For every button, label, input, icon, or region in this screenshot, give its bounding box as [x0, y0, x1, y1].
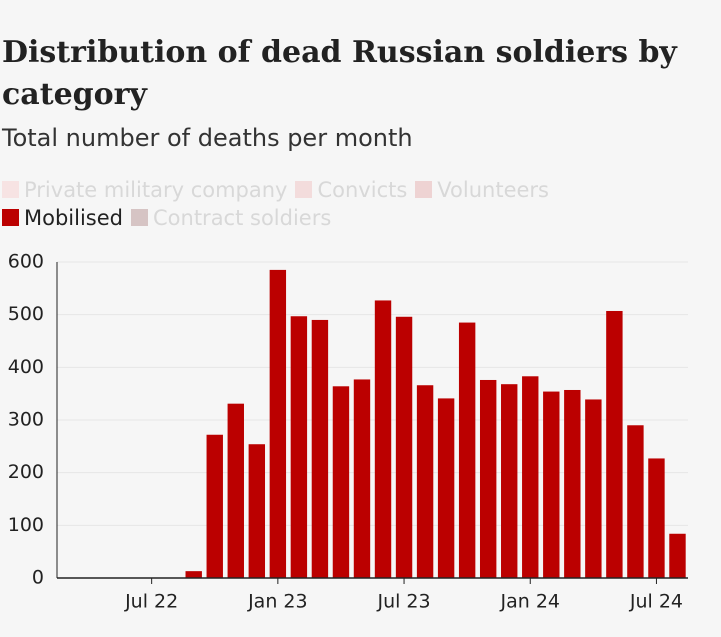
bar — [332, 386, 350, 578]
legend-swatch — [295, 181, 313, 198]
bar — [648, 458, 665, 578]
y-tick-label: 500 — [8, 303, 44, 325]
legend-label: Private military company — [24, 178, 288, 202]
bar — [627, 425, 644, 578]
legend-item: Volunteers — [415, 176, 549, 204]
bar — [437, 398, 455, 578]
legend-swatch — [2, 181, 19, 198]
x-tick-label: Jul 23 — [376, 591, 430, 613]
bar — [269, 269, 287, 578]
legend-item: Convicts — [295, 176, 407, 204]
chart-subtitle: Total number of deaths per month — [2, 124, 413, 152]
bar — [374, 300, 392, 578]
bar — [290, 316, 308, 578]
y-tick-label: 400 — [8, 356, 44, 378]
y-tick-label: 200 — [8, 461, 44, 483]
bar — [585, 399, 602, 578]
bar — [395, 316, 413, 578]
y-tick-label: 0 — [32, 567, 44, 589]
bar — [227, 403, 244, 578]
legend-label: Contract soldiers — [153, 206, 332, 230]
legend-swatch — [131, 209, 148, 226]
bar — [248, 444, 266, 578]
bar — [543, 391, 560, 578]
legend-item: Contract soldiers — [131, 204, 331, 232]
y-tick-label: 300 — [8, 409, 44, 431]
bar — [564, 389, 581, 578]
bar — [606, 310, 623, 578]
bar — [311, 319, 329, 578]
legend-item: Private military company — [2, 176, 287, 204]
legend-label: Convicts — [317, 178, 408, 202]
legend-label: Mobilised — [24, 206, 123, 230]
y-tick-label: 600 — [8, 251, 44, 273]
bar — [479, 379, 497, 578]
bar — [501, 384, 518, 578]
bar — [458, 322, 476, 578]
legend: Private military company Convicts Voluntee… — [2, 176, 642, 232]
bar — [416, 385, 434, 578]
x-tick-label: Jan 23 — [247, 591, 308, 613]
chart-title: Distribution of dead Russian soldiers by… — [2, 35, 677, 112]
legend-label: Volunteers — [437, 178, 549, 202]
x-tick-label: Jul 24 — [629, 591, 683, 613]
legend-swatch — [2, 209, 19, 226]
x-tick-label: Jul 22 — [124, 591, 178, 613]
bar — [522, 376, 539, 578]
y-tick-label: 100 — [8, 514, 44, 536]
bar — [353, 379, 371, 578]
x-tick-label: Jan 24 — [499, 591, 560, 613]
bar — [206, 434, 223, 578]
bar — [669, 533, 686, 578]
legend-item: Mobilised — [2, 204, 123, 232]
bar — [185, 571, 202, 578]
legend-swatch — [415, 181, 433, 198]
